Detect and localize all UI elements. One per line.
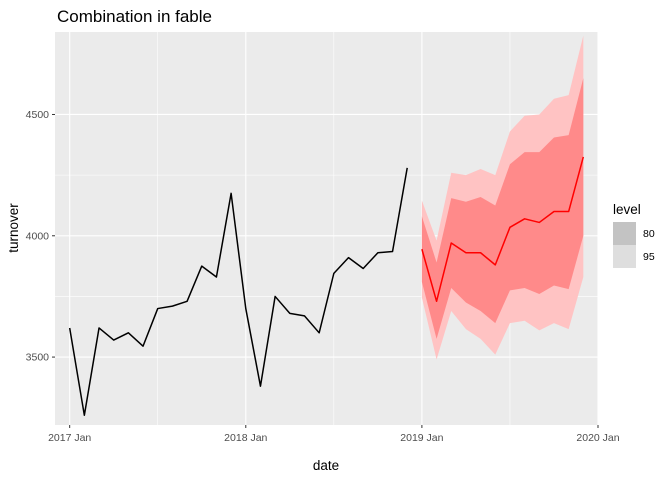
y-tick-label: 3500 bbox=[26, 352, 50, 364]
y-tick-label: 4500 bbox=[26, 109, 50, 121]
series-lines bbox=[68, 156, 585, 417]
band-80 bbox=[421, 78, 584, 339]
x-axis-title: date bbox=[313, 458, 339, 473]
x-tick-label: 2019 Jan bbox=[400, 432, 443, 444]
x-axis: 2017 Jan 2018 Jan 2019 Jan 2020 Jan bbox=[48, 425, 620, 444]
legend: level 80 95 bbox=[613, 202, 655, 268]
legend-key-95 bbox=[613, 245, 636, 268]
x-tick-label: 2020 Jan bbox=[576, 432, 619, 444]
legend-title: level bbox=[613, 202, 641, 217]
y-tick-label: 4000 bbox=[26, 230, 50, 242]
x-tick-label: 2018 Jan bbox=[224, 432, 267, 444]
legend-label-95: 95 bbox=[643, 251, 655, 263]
forecast-line bbox=[421, 156, 585, 303]
prediction-intervals bbox=[421, 35, 584, 360]
legend-key-80 bbox=[613, 222, 636, 245]
y-axis: 3500 4000 4500 bbox=[26, 109, 55, 364]
legend-label-80: 80 bbox=[643, 228, 655, 240]
history-line bbox=[68, 167, 408, 417]
chart-title: Combination in fable bbox=[57, 7, 212, 26]
y-axis-title: turnover bbox=[6, 203, 21, 253]
x-tick-label: 2017 Jan bbox=[48, 432, 91, 444]
